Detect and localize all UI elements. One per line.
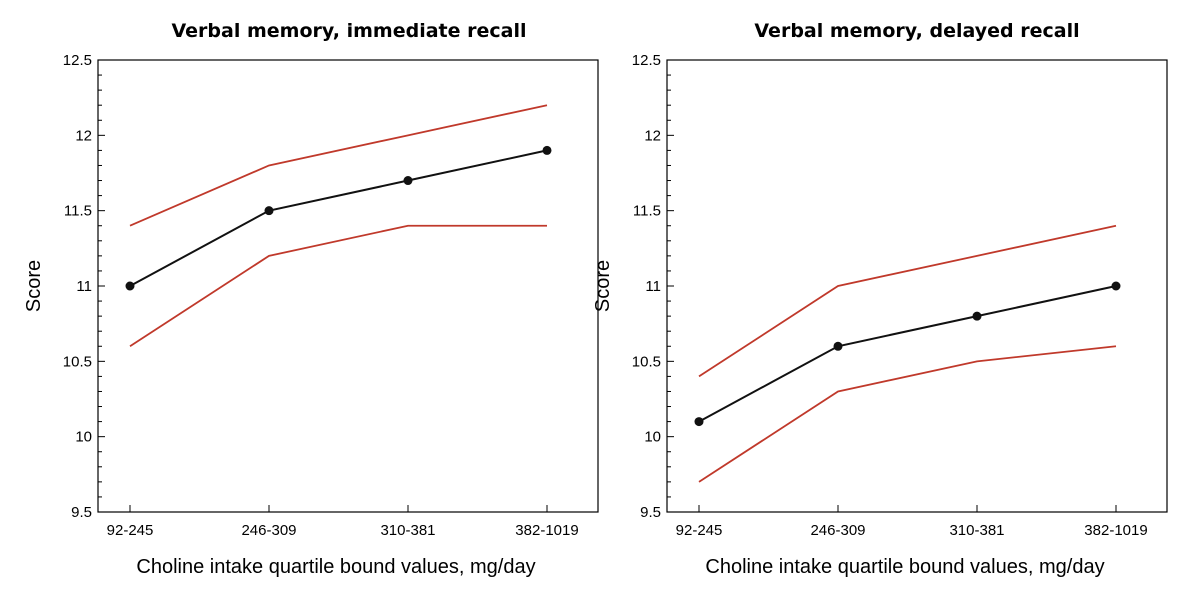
mean-score-point — [1111, 281, 1121, 291]
mean-score-point — [264, 206, 274, 216]
data-points — [694, 281, 1121, 427]
tick-marks — [98, 59, 548, 513]
x-tick-label: 246-309 — [810, 522, 865, 539]
y-axis-label: Score — [23, 260, 45, 312]
x-tick-label: 246-309 — [241, 522, 296, 539]
x-axis-label: Choline intake quartile bound values, mg… — [705, 556, 1104, 578]
x-tick-label: 92-245 — [676, 522, 723, 539]
mean-score-point — [125, 281, 135, 291]
chart-title: Verbal memory, immediate recall — [172, 20, 527, 42]
x-tick-label: 382-1019 — [1084, 522, 1147, 539]
y-tick-label: 12.5 — [63, 52, 92, 69]
y-tick-label: 10.5 — [63, 353, 92, 370]
y-tick-label: 12.5 — [632, 52, 661, 69]
x-tick-label: 382-1019 — [515, 522, 578, 539]
x-tick-label: 92-245 — [107, 522, 154, 539]
y-tick-labels: 9.5 10 10.5 11 11.5 12 12.5 — [63, 52, 92, 521]
mean-score-point — [694, 417, 704, 427]
mean-score-line — [698, 285, 1117, 423]
mean-score-point — [403, 176, 413, 186]
confidence-limit-line — [698, 345, 1117, 483]
x-tick-label: 310-381 — [380, 522, 435, 539]
plot-frame — [97, 59, 599, 513]
confidence-limit-line — [698, 224, 1117, 378]
y-tick-label: 11 — [76, 278, 92, 295]
series-lines — [698, 224, 1117, 483]
x-tick-labels: 92-245 246-309 310-381 382-1019 — [107, 522, 579, 539]
y-tick-labels: 9.5 10 10.5 11 11.5 12 12.5 — [632, 52, 661, 521]
y-tick-label: 12 — [644, 127, 661, 144]
y-tick-label: 11.5 — [64, 203, 92, 220]
y-axis-label: Score — [592, 260, 614, 312]
x-tick-label: 310-381 — [949, 522, 1004, 539]
series-lines — [129, 104, 548, 348]
x-axis-label: Choline intake quartile bound values, mg… — [136, 556, 535, 578]
chart-title: Verbal memory, delayed recall — [754, 20, 1079, 42]
y-tick-label: 12 — [75, 127, 92, 144]
mean-score-point — [833, 341, 843, 351]
y-tick-label: 10 — [75, 429, 92, 446]
y-tick-label: 11 — [645, 278, 661, 295]
confidence-limit-line — [129, 104, 548, 227]
y-tick-label: 9.5 — [71, 504, 92, 521]
chart-immediate-recall: Verbal memory, immediate recall Score Ch… — [23, 20, 599, 578]
y-tick-label: 10 — [644, 429, 661, 446]
y-tick-label: 10.5 — [632, 353, 661, 370]
mean-score-line — [129, 149, 548, 287]
y-tick-label: 9.5 — [640, 504, 661, 521]
plot-frame — [666, 59, 1168, 513]
mean-score-point — [972, 311, 982, 321]
chart-delayed-recall: Verbal memory, delayed recall Score Chol… — [592, 20, 1168, 578]
tick-marks — [667, 59, 1117, 513]
x-tick-labels: 92-245 246-309 310-381 382-1019 — [676, 522, 1148, 539]
data-points — [125, 145, 552, 291]
y-tick-label: 11.5 — [633, 203, 661, 220]
mean-score-point — [542, 145, 552, 155]
confidence-limit-line — [129, 224, 547, 348]
